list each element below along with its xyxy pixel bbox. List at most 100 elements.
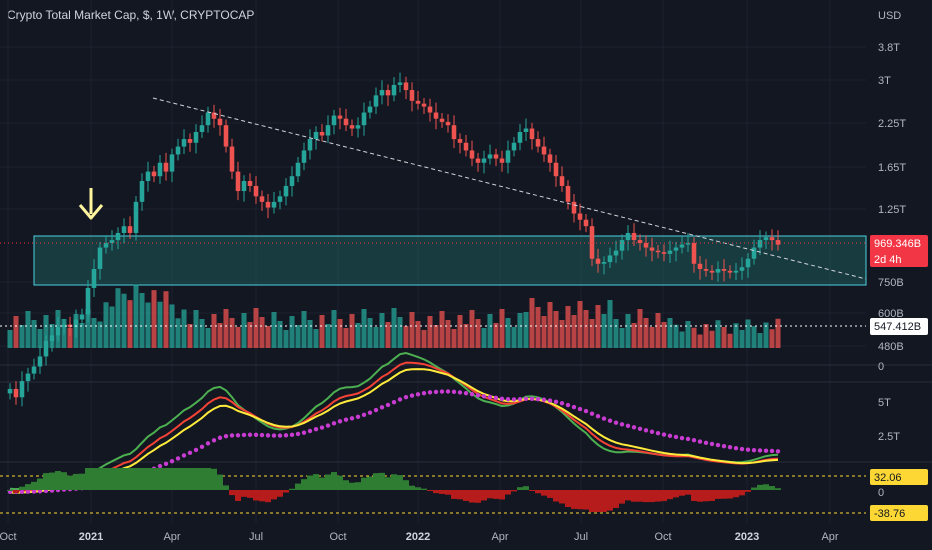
ma-dot — [397, 397, 403, 402]
osc-bar — [103, 468, 109, 490]
osc-bar — [709, 490, 715, 501]
candle-up — [511, 142, 517, 151]
ma-dot — [565, 402, 571, 408]
ma-dot — [727, 445, 733, 450]
ma-dot — [181, 453, 187, 458]
ma-dot — [337, 419, 343, 424]
candle-down — [541, 146, 547, 155]
candle-up — [109, 240, 115, 244]
volume-bar — [217, 323, 223, 348]
candle-up — [19, 381, 25, 398]
volume-bar — [649, 327, 655, 348]
volume-bar — [229, 318, 235, 348]
ma-dot — [469, 392, 475, 397]
volume-bar — [373, 327, 379, 348]
ma-dot — [775, 449, 781, 454]
candle-up — [25, 373, 31, 382]
candle-down — [415, 100, 421, 104]
candle-up — [145, 171, 151, 181]
osc-bar — [409, 485, 415, 490]
ma-dot — [25, 489, 31, 494]
candle-down — [259, 196, 265, 202]
osc-bar — [607, 490, 613, 511]
osc-bar — [373, 473, 379, 490]
osc-bar — [271, 490, 277, 500]
candle-down — [409, 90, 415, 101]
candle-down — [469, 150, 475, 159]
ma-dot — [343, 417, 349, 422]
candle-up — [139, 181, 145, 202]
candle-up — [487, 154, 493, 159]
osc-bar — [235, 490, 241, 501]
candle-down — [463, 142, 469, 151]
volume-bar — [97, 321, 103, 348]
osc-bar — [727, 490, 733, 499]
ma-dot — [349, 416, 355, 421]
ma-dot — [667, 433, 673, 439]
osc-bar — [187, 468, 193, 490]
volume-bar — [139, 293, 145, 348]
ma-dot — [733, 445, 739, 451]
osc-lower-tag-bg — [870, 505, 928, 521]
candle-up — [193, 131, 199, 143]
osc-bar — [121, 468, 127, 490]
osc-bar — [457, 490, 463, 500]
ma-dot — [685, 436, 691, 442]
candle-up — [685, 243, 691, 245]
ma-dot — [421, 390, 427, 396]
candle-up — [379, 90, 385, 96]
volume-bar — [319, 315, 325, 348]
osc-bar — [169, 468, 175, 490]
candle-up — [121, 226, 127, 233]
x-tick-label: 2021 — [79, 531, 103, 543]
osc-bar — [7, 490, 13, 491]
ma-dot — [637, 426, 643, 431]
ma-dot — [481, 394, 487, 399]
volume-bar — [769, 329, 775, 348]
ma-dot — [415, 392, 421, 397]
ma-dot — [307, 428, 313, 434]
chart-title: Crypto Total Market Cap, $, 1W, CRYPTOCA… — [7, 8, 255, 22]
volume-bar — [271, 312, 277, 348]
volume-bar — [559, 320, 565, 348]
osc-bar — [571, 490, 577, 509]
candle-down — [499, 158, 505, 163]
volume-bar — [685, 321, 691, 348]
ma-dot — [511, 397, 517, 402]
volume-bar — [643, 318, 649, 348]
osc-bar — [559, 490, 565, 504]
osc-bar — [535, 490, 541, 494]
candle-up — [271, 201, 277, 208]
candle-up — [79, 314, 85, 320]
ma-dot — [31, 489, 37, 494]
ma-dot — [223, 433, 229, 439]
candle-down — [775, 240, 781, 245]
ma-dot — [595, 414, 601, 419]
osc-bar — [451, 490, 457, 499]
candle-down — [529, 128, 535, 140]
osc-bar — [511, 490, 517, 492]
volume-bar — [187, 324, 193, 348]
volume-bar — [133, 284, 139, 348]
ma-dot — [355, 414, 361, 419]
candle-down — [403, 82, 409, 91]
osc-upper-tag-text: 32.06 — [874, 472, 902, 484]
volume-bar — [607, 300, 613, 348]
candle-up — [199, 125, 205, 132]
osc-bar — [247, 490, 253, 498]
candle-down — [655, 250, 661, 253]
volume-bar — [37, 329, 43, 348]
candle-up — [361, 112, 367, 126]
osc-bar — [505, 490, 511, 495]
marked-level-tag-bg — [870, 318, 928, 335]
downtrend-line — [152, 97, 867, 280]
osc-bar — [643, 490, 649, 503]
x-tick-label: Oct — [654, 531, 671, 543]
ma-dot — [709, 441, 715, 447]
candle-down — [583, 219, 589, 227]
volume-bar — [709, 330, 715, 348]
ma-dot — [319, 425, 325, 430]
osc-zero-tick: 0 — [878, 487, 884, 499]
candle-up — [325, 125, 331, 136]
